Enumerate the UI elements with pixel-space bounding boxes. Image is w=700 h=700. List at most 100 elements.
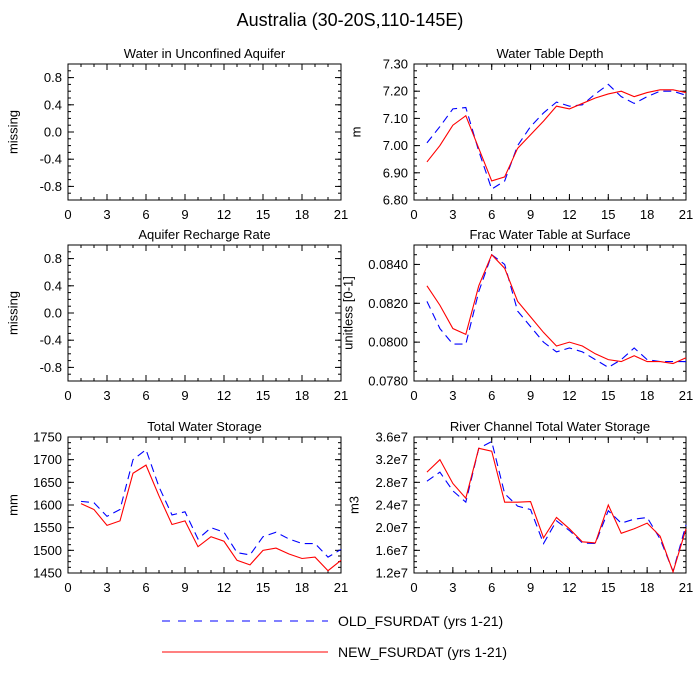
x-tick-label: 15 xyxy=(601,388,615,403)
y-tick-label: 1.6e7 xyxy=(375,543,408,558)
series-line-new xyxy=(426,447,687,574)
y-tick-label: 0.0780 xyxy=(368,374,408,389)
y-tick-label: 1650 xyxy=(33,475,62,490)
plot-frame xyxy=(67,436,342,574)
series-line-old xyxy=(426,83,687,190)
y-tick-label: 7.20 xyxy=(383,84,408,99)
y-tick-label: -0.4 xyxy=(40,333,62,348)
y-tick-label: 0.0800 xyxy=(368,335,408,350)
y-tick-label: 3.2e7 xyxy=(375,452,408,467)
y-tick-label: 3.6e7 xyxy=(375,430,408,445)
legend-label-old: OLD_FSURDAT (yrs 1-21) xyxy=(338,613,503,629)
chart-title: Frac Water Table at Surface xyxy=(469,227,630,242)
figure-title: Australia (30-20S,110-145E) xyxy=(236,10,464,30)
chart-title: River Channel Total Water Storage xyxy=(450,419,650,434)
y-tick-label: -0.8 xyxy=(40,360,62,375)
x-tick-label: 12 xyxy=(217,207,231,222)
chart-title: Total Water Storage xyxy=(147,419,261,434)
x-tick-label: 18 xyxy=(295,388,309,403)
y-tick-label: 6.80 xyxy=(383,193,408,208)
plot-frame xyxy=(413,436,687,574)
chart-panel-2: Water Table Depth m 0 3 6 9 12 15 18 21 6.80 6.90 7.… xyxy=(348,46,693,222)
y-tick-label: 0.0840 xyxy=(368,257,408,272)
x-tick-label: 15 xyxy=(256,207,270,222)
y-axis-label: mm xyxy=(5,494,20,516)
y-tick-label: 7.10 xyxy=(383,111,408,126)
x-tick-label: 9 xyxy=(181,580,188,595)
x-tick-label: 9 xyxy=(527,580,534,595)
y-axis-label: m3 xyxy=(346,496,361,514)
legend-label-new: NEW_FSURDAT (yrs 1-21) xyxy=(338,644,507,660)
x-tick-label: 6 xyxy=(488,580,495,595)
x-tick-label: 0 xyxy=(410,207,417,222)
x-tick-label: 0 xyxy=(410,388,417,403)
x-tick-label: 12 xyxy=(562,207,576,222)
plot-frame xyxy=(413,63,687,201)
y-tick-label: -0.4 xyxy=(40,152,62,167)
plot-frame xyxy=(67,63,342,201)
series-line-old xyxy=(426,253,686,369)
x-tick-label: 6 xyxy=(142,580,149,595)
y-tick-label: 2.4e7 xyxy=(375,498,408,513)
y-axis-label: unitless [0-1] xyxy=(340,276,355,350)
x-tick-label: 15 xyxy=(601,207,615,222)
x-tick-label: 21 xyxy=(334,580,348,595)
chart-panel-3: Aquifer Recharge Rate missing 0 3 6 9 12 15 18 21… xyxy=(5,227,348,403)
x-tick-label: 6 xyxy=(488,388,495,403)
series-line-new xyxy=(426,89,687,182)
x-tick-label: 9 xyxy=(181,388,188,403)
x-tick-label: 18 xyxy=(640,580,654,595)
series-line-new xyxy=(80,464,342,572)
x-tick-label: 0 xyxy=(64,388,71,403)
y-tick-label: 2.8e7 xyxy=(375,475,408,490)
x-tick-label: 3 xyxy=(449,388,456,403)
y-tick-label: 1750 xyxy=(33,430,62,445)
series-line-new xyxy=(426,253,687,365)
y-tick-label: 7.30 xyxy=(383,57,408,72)
y-tick-label: 0.0820 xyxy=(368,296,408,311)
y-tick-label: 1.2e7 xyxy=(375,566,408,581)
x-tick-label: 6 xyxy=(142,207,149,222)
y-tick-label: 0.0 xyxy=(44,306,62,321)
y-axis-label: missing xyxy=(5,110,20,154)
x-tick-label: 0 xyxy=(64,580,71,595)
y-tick-label: 1600 xyxy=(33,498,62,513)
x-tick-label: 15 xyxy=(256,580,270,595)
y-tick-label: 0.4 xyxy=(44,97,62,112)
y-tick-label: -0.8 xyxy=(40,179,62,194)
chart-panel-5: Total Water Storage mm 0 3 6 9 12 15 18 21 1450 150… xyxy=(5,419,348,595)
y-tick-label: 1550 xyxy=(33,520,62,535)
x-tick-label: 15 xyxy=(256,388,270,403)
chart-title: Water in Unconfined Aquifer xyxy=(124,46,286,61)
x-tick-label: 12 xyxy=(562,580,576,595)
chart-title: Water Table Depth xyxy=(497,46,604,61)
x-tick-label: 6 xyxy=(488,207,495,222)
chart-panel-4: Frac Water Table at Surface unitless [0-1… xyxy=(340,227,693,403)
x-tick-label: 12 xyxy=(217,388,231,403)
x-tick-label: 3 xyxy=(103,580,110,595)
y-tick-label: 0.4 xyxy=(44,278,62,293)
x-tick-label: 3 xyxy=(449,580,456,595)
x-tick-label: 0 xyxy=(410,580,417,595)
x-tick-label: 18 xyxy=(640,207,654,222)
y-tick-label: 6.90 xyxy=(383,165,408,180)
x-tick-label: 0 xyxy=(64,207,71,222)
x-tick-label: 12 xyxy=(217,580,231,595)
x-tick-label: 21 xyxy=(334,207,348,222)
series-line-old xyxy=(80,448,342,558)
y-tick-label: 7.00 xyxy=(383,138,408,153)
x-tick-label: 21 xyxy=(679,207,693,222)
y-tick-label: 0.8 xyxy=(44,251,62,266)
y-axis-label: missing xyxy=(5,291,20,335)
x-tick-label: 18 xyxy=(295,207,309,222)
legend: OLD_FSURDAT (yrs 1-21) NEW_FSURDAT (yrs 1… xyxy=(162,613,507,660)
x-tick-label: 12 xyxy=(562,388,576,403)
y-tick-label: 1500 xyxy=(33,543,62,558)
x-tick-label: 21 xyxy=(679,388,693,403)
x-tick-label: 3 xyxy=(103,388,110,403)
x-tick-label: 9 xyxy=(527,388,534,403)
y-tick-label: 0.0 xyxy=(44,125,62,140)
x-tick-label: 3 xyxy=(449,207,456,222)
x-tick-label: 21 xyxy=(679,580,693,595)
